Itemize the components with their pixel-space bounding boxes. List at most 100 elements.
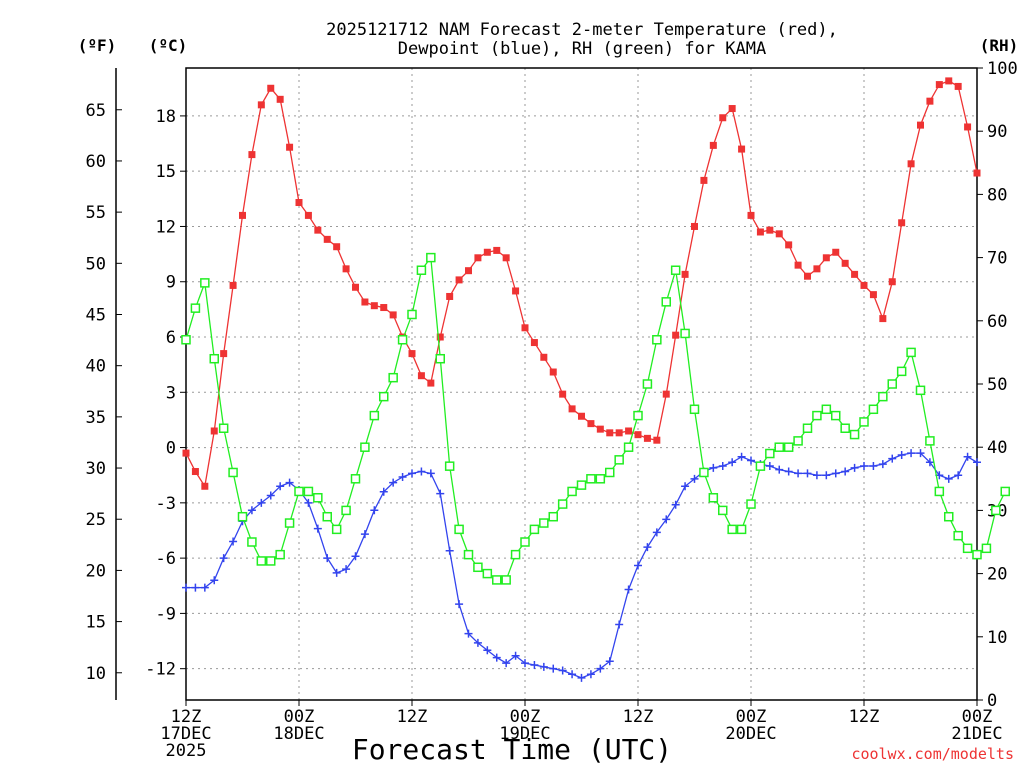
credit-label: coolwx.com/modelts bbox=[851, 745, 1014, 763]
rh-point bbox=[812, 410, 822, 421]
dewpoint-point bbox=[860, 461, 868, 470]
temperature-point bbox=[653, 436, 661, 444]
dewpoint-point bbox=[897, 450, 906, 459]
dewpoint-point bbox=[389, 478, 398, 487]
rh-point bbox=[774, 442, 784, 452]
temperature-point bbox=[559, 390, 567, 398]
rh-point bbox=[444, 461, 455, 471]
dewpoint-point bbox=[624, 585, 633, 594]
series-layer bbox=[181, 77, 1010, 682]
rh-point bbox=[755, 461, 766, 471]
celsius-tick-label: 15 bbox=[156, 162, 176, 182]
temperature-point bbox=[700, 176, 708, 184]
rh-point bbox=[275, 549, 285, 560]
temperature-point bbox=[869, 291, 877, 299]
rh-point bbox=[266, 556, 276, 566]
rh-point bbox=[605, 467, 615, 478]
rh-point bbox=[727, 524, 737, 535]
temperature-point bbox=[342, 265, 350, 273]
temperature-point bbox=[530, 339, 538, 347]
fahrenheit-tick-label: 30 bbox=[86, 459, 106, 479]
x-tick-label: 00Z bbox=[284, 707, 315, 727]
rh-tick-label: 80 bbox=[987, 185, 1007, 205]
temperature-point bbox=[474, 254, 482, 262]
x-tick-label: 12Z bbox=[171, 707, 202, 727]
dewpoint-point bbox=[709, 463, 718, 472]
dewpoint-point bbox=[558, 666, 567, 675]
dewpoint-point bbox=[850, 463, 859, 472]
temperature-point bbox=[822, 254, 830, 262]
rh-point bbox=[463, 549, 474, 560]
rh-tick-label: 60 bbox=[987, 312, 1007, 332]
temperature-point bbox=[785, 241, 793, 249]
temperature-point bbox=[917, 121, 924, 129]
temperature-point bbox=[286, 143, 294, 151]
rh-point bbox=[369, 410, 380, 421]
rh-point bbox=[322, 511, 332, 522]
dewpoint-point bbox=[634, 561, 642, 570]
rh-point bbox=[793, 436, 803, 446]
dewpoint-point bbox=[379, 487, 388, 496]
dewpoint-point bbox=[577, 673, 586, 682]
rh-point bbox=[586, 474, 596, 484]
rh-point bbox=[689, 404, 700, 415]
temperature-point bbox=[672, 331, 680, 339]
rh-point bbox=[529, 524, 540, 535]
rh-point bbox=[849, 429, 860, 440]
rh-point bbox=[218, 423, 229, 433]
fahrenheit-tick-label: 25 bbox=[86, 510, 106, 530]
rh-point bbox=[548, 511, 558, 522]
x-tick-label: 12Z bbox=[623, 707, 654, 727]
rh-point bbox=[831, 410, 841, 421]
dewpoint-point bbox=[973, 458, 981, 467]
dewpoint-point bbox=[502, 659, 511, 668]
x-tick-label: 19DEC bbox=[499, 724, 550, 744]
temperature-point bbox=[945, 77, 953, 85]
dewpoint-point bbox=[803, 469, 812, 478]
temperature-point bbox=[691, 222, 698, 230]
dewpoint-point bbox=[925, 458, 934, 467]
dewpoint-point bbox=[445, 546, 454, 555]
rh-point bbox=[765, 448, 775, 459]
rh-point bbox=[962, 543, 973, 554]
rh-unit-label: (RH) bbox=[980, 36, 1019, 55]
temperature-point bbox=[540, 353, 548, 361]
temperature-point bbox=[257, 101, 265, 109]
temperature-point bbox=[662, 390, 670, 398]
dewpoint-point bbox=[728, 458, 737, 467]
temperature-point bbox=[220, 350, 228, 358]
plot-frame bbox=[185, 67, 978, 701]
dewpoint-point bbox=[276, 482, 285, 491]
dewpoint-point bbox=[747, 456, 755, 465]
celsius-tick-label: 0 bbox=[166, 439, 176, 459]
dewpoint-point bbox=[219, 554, 228, 563]
temperature-point bbox=[304, 211, 312, 219]
fahrenheit-tick-label: 15 bbox=[86, 613, 106, 633]
temperature-point bbox=[210, 427, 218, 435]
fahrenheit-tick-label: 65 bbox=[86, 101, 106, 121]
temperature-point bbox=[549, 368, 557, 376]
temperature-point bbox=[926, 97, 934, 105]
temperature-point bbox=[973, 169, 981, 177]
rh-point bbox=[915, 385, 926, 396]
fahrenheit-tick-label: 60 bbox=[86, 152, 106, 172]
temperature-point bbox=[182, 449, 190, 457]
dewpoint-point bbox=[511, 651, 520, 660]
dewpoint-point bbox=[229, 537, 238, 546]
chart-title-line2: Dewpoint (blue), RH (green) for KAMA bbox=[398, 39, 766, 59]
dewpoint-point bbox=[200, 583, 209, 592]
temperature-point bbox=[276, 95, 284, 103]
temperature-point bbox=[361, 298, 369, 306]
rh-point bbox=[576, 480, 587, 490]
fahrenheit-unit-label: (ºF) bbox=[78, 36, 117, 55]
dewpoint-point bbox=[775, 465, 784, 474]
rh-point bbox=[388, 372, 398, 383]
dewpoint-point bbox=[417, 467, 426, 476]
rh-point bbox=[821, 404, 832, 415]
dewpoint-point bbox=[521, 659, 529, 668]
dewpoint-point bbox=[878, 460, 887, 469]
temperature-point bbox=[954, 82, 962, 90]
rh-point bbox=[652, 335, 662, 345]
temperature-point bbox=[417, 372, 425, 380]
fahrenheit-tick-label: 10 bbox=[86, 664, 106, 684]
